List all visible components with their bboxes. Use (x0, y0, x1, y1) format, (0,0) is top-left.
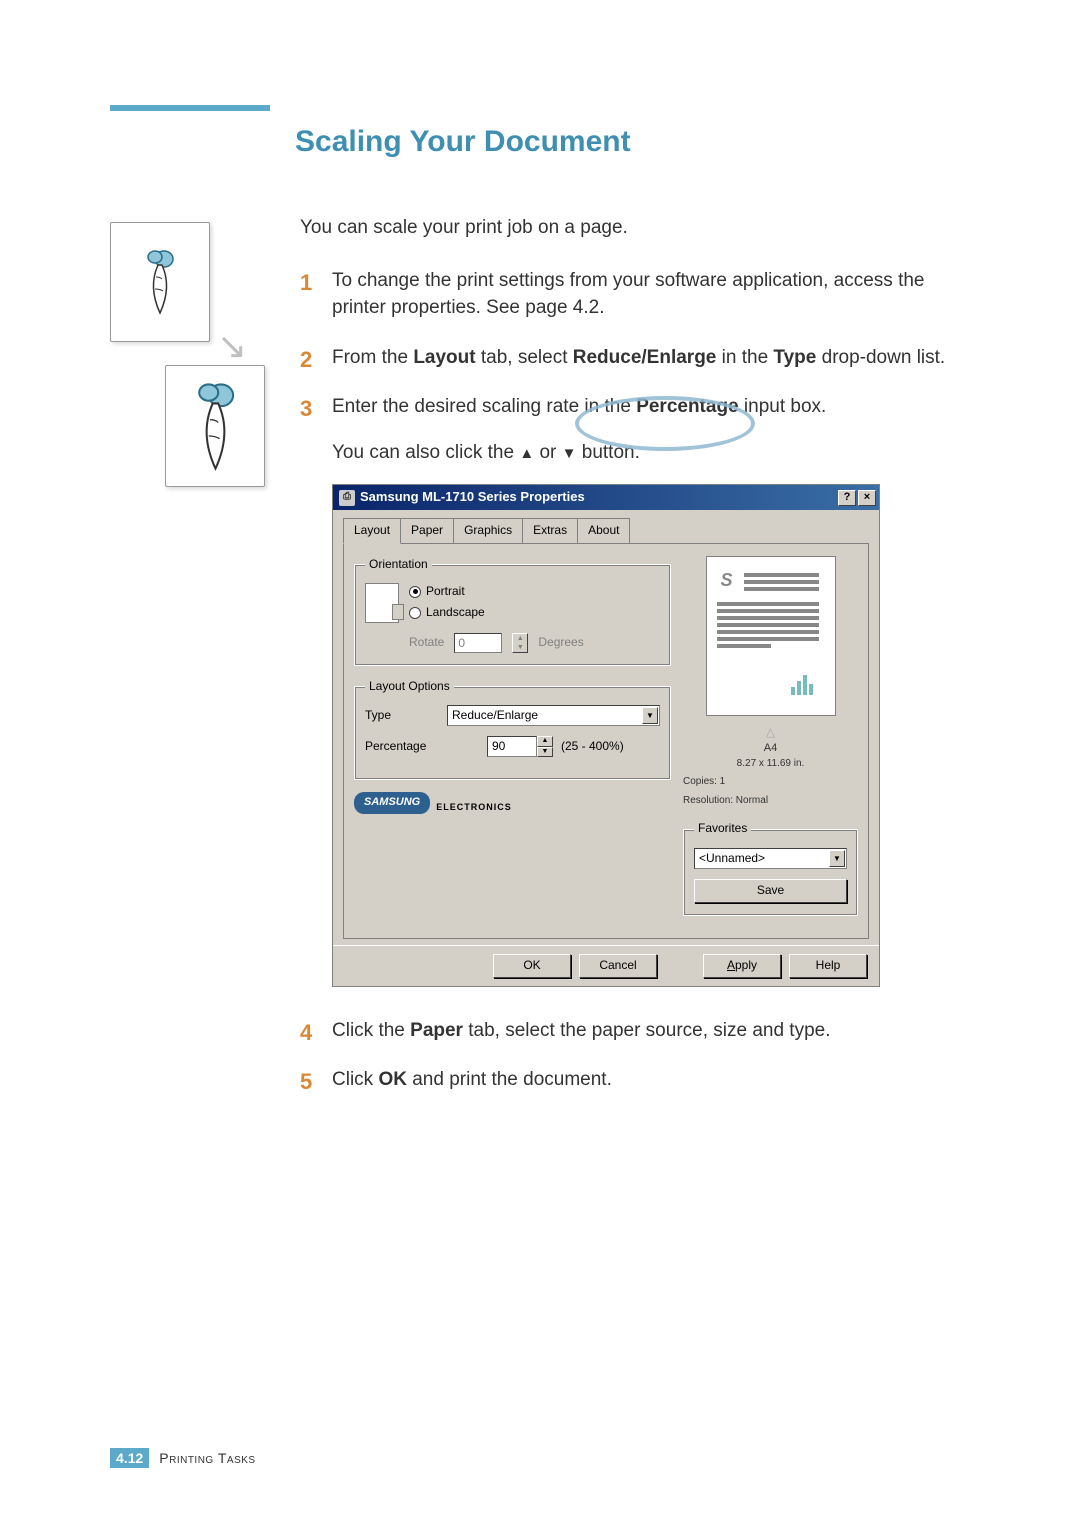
cancel-button[interactable]: Cancel (579, 954, 657, 978)
titlebar-close-button[interactable]: × (858, 490, 876, 506)
printer-properties-dialog: ⎙ Samsung ML-1710 Series Properties ? × … (332, 484, 880, 986)
ok-button[interactable]: OK (493, 954, 571, 978)
chevron-down-icon: ▼ (829, 850, 845, 867)
page-footer: 4.12 Printing Tasks (110, 1448, 256, 1468)
chevron-down-icon: ▼ (642, 707, 658, 724)
rotate-spinner[interactable]: ▲▼ (512, 633, 528, 653)
save-favorite-button[interactable]: Save (694, 879, 847, 903)
help-button[interactable]: Help (789, 954, 867, 978)
type-label: Type (365, 707, 435, 724)
preview-paper-size: A4 (683, 741, 858, 757)
orientation-group: Orientation Portrait Landscape (354, 556, 671, 666)
portrait-radio[interactable]: Portrait (409, 583, 485, 600)
rotate-label: Rotate (409, 634, 444, 651)
samsung-logo: SAMSUNG (354, 792, 430, 814)
layout-options-group: Layout Options Type Reduce/Enlarge ▼ (354, 678, 671, 780)
type-dropdown[interactable]: Reduce/Enlarge ▼ (447, 705, 660, 726)
down-arrow-icon: ▼ (562, 445, 577, 462)
favorites-legend: Favorites (694, 820, 751, 837)
tab-layout[interactable]: Layout (343, 518, 401, 543)
landscape-radio[interactable]: Landscape (409, 604, 485, 621)
preview-copies: Copies: 1 (683, 775, 858, 790)
favorites-group: Favorites <Unnamed> ▼ Save (683, 820, 858, 915)
illustration-column: ↘ (110, 214, 265, 1116)
brand-subtext: ELECTRONICS (436, 801, 512, 814)
carrot-illustration-small (110, 222, 210, 342)
titlebar-help-button[interactable]: ? (838, 490, 856, 506)
carrot-illustration-large (165, 365, 265, 487)
step-3-sub: You can also click the ▲ or ▼ button. (332, 439, 980, 467)
dialog-title: Samsung ML-1710 Series Properties (360, 488, 836, 507)
page-number-badge: 4.12 (110, 1448, 149, 1468)
step-4: Click the Paper tab, select the paper so… (300, 1017, 980, 1045)
preview-resolution: Resolution: Normal (683, 794, 858, 809)
preview-triangle-icon: △ (683, 724, 858, 741)
layout-options-legend: Layout Options (365, 678, 454, 695)
dialog-titlebar: ⎙ Samsung ML-1710 Series Properties ? × (333, 485, 879, 510)
tab-paper[interactable]: Paper (400, 518, 454, 542)
percentage-input[interactable]: 90 (487, 736, 537, 757)
page-title: Scaling Your Document (295, 125, 980, 159)
step-3: Enter the desired scaling rate in the Pe… (300, 393, 980, 987)
step-1: To change the print settings from your s… (300, 267, 980, 322)
favorites-dropdown[interactable]: <Unnamed> ▼ (694, 848, 847, 869)
rotate-input[interactable]: 0 (454, 633, 502, 653)
tab-graphics[interactable]: Graphics (453, 518, 523, 542)
page-preview: S (706, 556, 836, 716)
apply-button[interactable]: Apply (703, 954, 781, 978)
percentage-range: (25 - 400%) (561, 738, 624, 755)
accent-rule (110, 105, 270, 111)
brand-row: SAMSUNG ELECTRONICS (354, 792, 671, 814)
step-2: From the Layout tab, select Reduce/Enlar… (300, 344, 980, 372)
tab-about[interactable]: About (577, 518, 630, 542)
step-5: Click OK and print the document. (300, 1066, 980, 1094)
orientation-legend: Orientation (365, 556, 432, 573)
up-arrow-icon: ▲ (519, 445, 534, 462)
printer-icon: ⎙ (339, 490, 355, 506)
step-1-text: To change the print settings from your s… (332, 270, 924, 319)
section-name: Printing Tasks (159, 1450, 255, 1466)
percentage-label: Percentage (365, 738, 435, 755)
scale-arrow-icon: ↘ (110, 337, 265, 355)
tab-extras[interactable]: Extras (522, 518, 578, 542)
rotate-unit: Degrees (538, 634, 583, 651)
intro-text: You can scale your print job on a page. (300, 214, 980, 242)
dialog-tabs: Layout Paper Graphics Extras About (343, 518, 869, 543)
preview-dimensions: 8.27 x 11.69 in. (683, 757, 858, 772)
percentage-spinner[interactable]: ▲▼ (537, 736, 553, 757)
orientation-icon (365, 583, 399, 623)
